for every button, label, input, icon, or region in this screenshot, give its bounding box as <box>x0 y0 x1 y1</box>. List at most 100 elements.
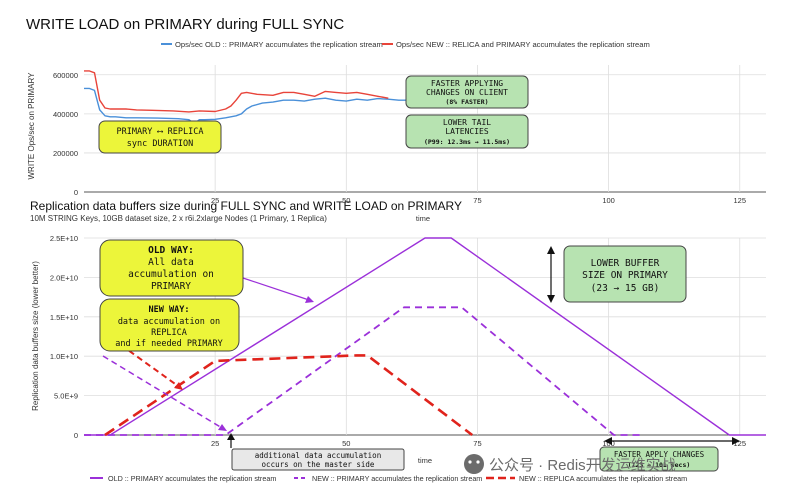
lower-tail-line3: (P99: 12.3ms → 11.5ms) <box>424 138 510 146</box>
sync-duration-line1: PRIMARY ⟷ REPLICA <box>117 127 204 137</box>
top-series-line-2 <box>84 70 389 113</box>
new-primary-arrow <box>102 355 223 429</box>
top-legend-new-label: Ops/sec NEW :: RELICA and PRIMARY accumu… <box>396 40 650 49</box>
sync-duration-box <box>98 120 222 154</box>
replica-arrowhead <box>174 382 183 390</box>
bottom-y-tick-label: 5.0E+9 <box>54 392 78 401</box>
top-chart-title: WRITE LOAD on PRIMARY during FULL SYNC <box>26 16 344 33</box>
buffer-diff-arrowhead-up <box>547 246 555 254</box>
lower-buffer-callout: LOWER BUFFER SIZE ON PRIMARY (23 → 15 GB… <box>563 245 687 303</box>
new-way-callout: NEW WAY: data accumulation on REPLICA an… <box>99 298 240 352</box>
old-way-line2: All data <box>148 257 194 268</box>
top-y-tick-label: 0 <box>74 188 78 197</box>
bottom-series-line-2 <box>84 306 641 436</box>
apply-duration-arrowhead-left <box>604 437 612 445</box>
watermark-text: 公众号 · Redis开发运维实战 <box>489 457 676 474</box>
top-x-tick-labels: 25 50 75 100 125 <box>211 196 746 205</box>
wechat-icon <box>464 454 484 474</box>
top-series-lines <box>84 70 410 125</box>
bottom-y-axis-label: Replication data buffers size (lower bet… <box>31 261 40 411</box>
top-y-tick-label: 600000 <box>53 71 78 80</box>
bottom-legend-new-replica-label: NEW :: REPLICA accumulates the replicati… <box>519 474 687 483</box>
additional-pointer-head <box>227 433 235 440</box>
old-way-box <box>99 239 244 297</box>
top-x-tick-label: 25 <box>211 196 219 205</box>
bottom-x-tick-label: 50 <box>342 439 350 448</box>
new-primary-arrowhead <box>218 424 227 431</box>
top-series-line-1 <box>84 87 410 125</box>
faster-apply-line1: FASTER APPLY CHANGES <box>614 450 705 459</box>
lower-tail-callout: LOWER TAIL LATENCIES (P99: 12.3ms → 11.5… <box>405 114 529 149</box>
top-y-tick-label: 400000 <box>53 110 78 119</box>
wechat-icon-eye-right <box>476 460 480 464</box>
bottom-x-axis-label: time <box>418 456 432 465</box>
faster-applying-box <box>405 75 529 109</box>
lower-buffer-line2: SIZE ON PRIMARY <box>582 270 668 281</box>
additional-accumulation-callout: additional data accumulation occurs on t… <box>231 448 405 471</box>
new-way-line2: data accumulation on <box>118 317 220 327</box>
bottom-x-tick-label: 25 <box>211 439 219 448</box>
bottom-legend-old-label: OLD :: PRIMARY accumulates the replicati… <box>108 474 276 483</box>
top-x-tick-label: 50 <box>342 196 350 205</box>
old-way-arrowhead <box>305 296 314 303</box>
replica-arrow <box>120 344 179 387</box>
faster-apply-box <box>599 446 719 472</box>
watermark: 公众号 · Redis开发运维实战 <box>464 454 676 474</box>
lower-buffer-line1: LOWER BUFFER <box>591 258 660 269</box>
sync-duration-line2: sync DURATION <box>127 139 194 149</box>
faster-applying-callout: FASTER APPLYING CHANGES ON CLIENT (8% FA… <box>405 75 529 109</box>
wechat-icon-eye-left <box>468 460 472 464</box>
lower-tail-line2: LATENCIES <box>445 127 489 136</box>
top-chart: WRITE LOAD on PRIMARY during FULL SYNC O… <box>26 16 766 223</box>
old-way-line4: PRIMARY <box>151 281 191 292</box>
lower-buffer-line3: (23 → 15 GB) <box>591 283 660 294</box>
faster-applying-line1: FASTER APPLYING <box>431 79 503 88</box>
old-way-arrow <box>242 277 310 301</box>
faster-applying-line3: (8% FASTER) <box>445 98 488 106</box>
new-way-line1: NEW WAY: <box>149 305 190 315</box>
faster-apply-line2: (123 → 101 secs) <box>628 461 691 469</box>
lower-tail-line1: LOWER TAIL <box>443 118 491 127</box>
bottom-chart-subtitle: 10M STRING Keys, 10GB dataset size, 2 x … <box>30 214 327 223</box>
top-y-axis-label: WRITE Ops/sec on PRIMARY <box>27 72 36 180</box>
bottom-legend-new-primary-label: NEW :: PRIMARY accumulates the replicati… <box>312 474 482 483</box>
top-y-tick-labels: 0 200000 400000 600000 <box>53 71 78 197</box>
buffer-diff-arrowhead-down <box>547 295 555 303</box>
bottom-chart-title: Replication data buffers size during FUL… <box>30 199 462 213</box>
bottom-y-tick-label: 2.0E+10 <box>50 273 78 282</box>
top-x-tick-label: 75 <box>473 196 481 205</box>
top-legend: Ops/sec OLD :: PRIMARY accumulates the r… <box>161 40 650 49</box>
sync-duration-callout: PRIMARY ⟷ REPLICA sync DURATION <box>98 120 222 154</box>
bottom-legend: OLD :: PRIMARY accumulates the replicati… <box>90 474 687 483</box>
bottom-y-tick-label: 1.0E+10 <box>50 352 78 361</box>
top-x-axis-label: time <box>416 214 430 223</box>
new-way-line3: REPLICA <box>151 328 187 338</box>
bottom-y-tick-labels: 0 5.0E+9 1.0E+10 1.5E+10 2.0E+10 2.5E+10 <box>50 234 78 440</box>
lower-tail-box <box>405 114 529 149</box>
old-way-callout: OLD WAY: All data accumulation on PRIMAR… <box>99 239 244 297</box>
lower-buffer-box <box>563 245 687 303</box>
additional-accumulation-line2: occurs on the master side <box>262 460 375 469</box>
additional-accumulation-line1: additional data accumulation <box>255 451 381 460</box>
bottom-y-tick-label: 2.5E+10 <box>50 234 78 243</box>
top-x-tick-label: 125 <box>734 196 747 205</box>
bottom-x-tick-label: 100 <box>602 439 615 448</box>
additional-accumulation-box <box>231 448 405 471</box>
faster-applying-line2: CHANGES ON CLIENT <box>426 88 508 97</box>
top-legend-old-label: Ops/sec OLD :: PRIMARY accumulates the r… <box>175 40 383 49</box>
new-way-line4: and if needed PRIMARY <box>115 339 222 349</box>
bottom-x-tick-label: 75 <box>473 439 481 448</box>
bottom-y-tick-label: 1.5E+10 <box>50 313 78 322</box>
bottom-chart: Replication data buffers size during FUL… <box>30 199 766 483</box>
faster-apply-callout: FASTER APPLY CHANGES (123 → 101 secs) <box>599 446 719 472</box>
top-x-tick-label: 100 <box>602 196 615 205</box>
apply-duration-arrowhead-right <box>732 437 740 445</box>
bottom-x-tick-labels: 25 50 75 100 125 <box>211 439 746 448</box>
old-way-line3: accumulation on <box>128 269 214 280</box>
old-way-line1: OLD WAY: <box>148 245 194 256</box>
new-way-box <box>99 298 240 352</box>
bottom-x-tick-label: 125 <box>734 439 747 448</box>
top-y-tick-label: 200000 <box>53 149 78 158</box>
bottom-y-tick-label: 0 <box>74 431 78 440</box>
